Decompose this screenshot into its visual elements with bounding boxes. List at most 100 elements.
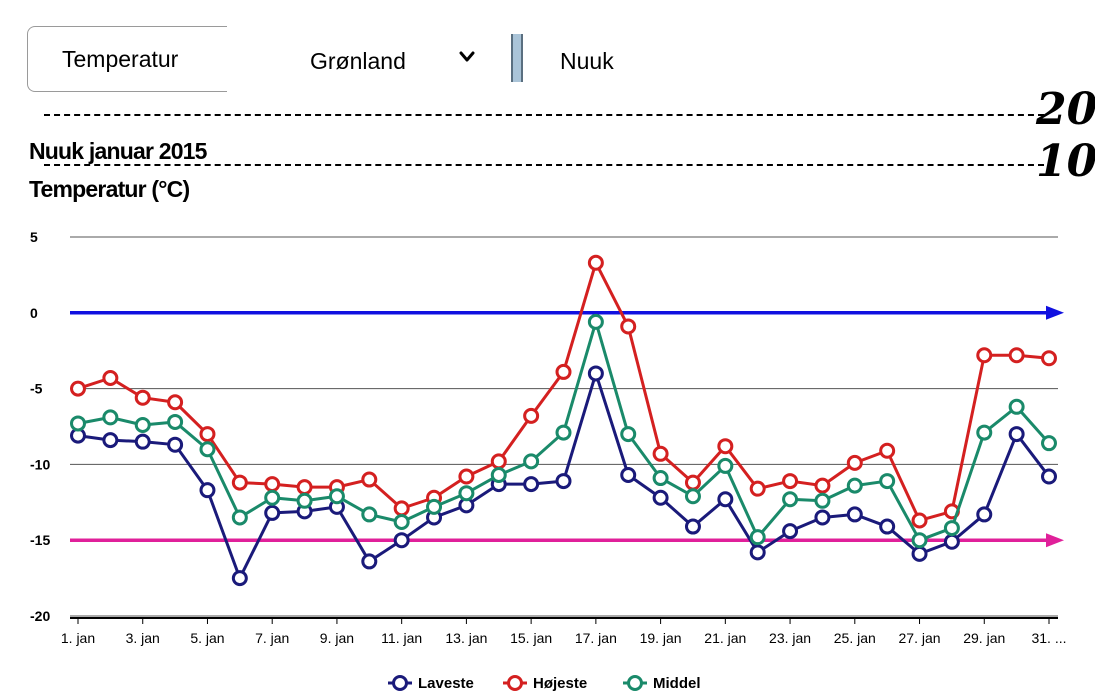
x-tick-label: 23. jan [769, 630, 811, 646]
x-tick-label: 17. jan [575, 630, 617, 646]
data-point [523, 453, 540, 470]
data-point [943, 533, 960, 550]
data-point [620, 426, 637, 443]
data-point [167, 436, 184, 453]
data-point [749, 529, 766, 546]
select-divider [511, 34, 523, 82]
data-point [749, 480, 766, 497]
data-point [199, 426, 216, 443]
data-point [717, 457, 734, 474]
data-point [231, 474, 248, 491]
legend-marker [507, 675, 523, 691]
x-tick-label: 25. jan [834, 630, 876, 646]
legend-marker [627, 675, 643, 691]
scale-label-10: 10 [1036, 136, 1095, 187]
data-point [490, 453, 507, 470]
data-point [393, 532, 410, 549]
x-tick-label: 13. jan [445, 630, 487, 646]
data-point [976, 424, 993, 441]
x-tick-label: 5. jan [190, 630, 224, 646]
x-tick-label: 9. jan [320, 630, 354, 646]
data-point [1008, 398, 1025, 415]
data-point [846, 477, 863, 494]
data-point [199, 482, 216, 499]
data-point [879, 518, 896, 535]
data-point [264, 489, 281, 506]
data-point [555, 424, 572, 441]
data-point [296, 492, 313, 509]
y-tick-label: -15 [30, 532, 50, 548]
data-point [684, 488, 701, 505]
data-point [426, 498, 443, 515]
data-point [1008, 426, 1025, 443]
data-point [749, 544, 766, 561]
legend-label: Højeste [533, 675, 587, 692]
chart-title: Nuuk januar 2015 [29, 138, 207, 164]
data-point [782, 491, 799, 508]
data-point [652, 445, 669, 462]
data-point [523, 407, 540, 424]
legend-label: Laveste [418, 675, 474, 692]
country-select[interactable]: Grønland [285, 38, 495, 84]
x-tick-label: 19. jan [640, 630, 682, 646]
data-point [1041, 468, 1057, 485]
data-point [1041, 435, 1057, 452]
data-point [167, 413, 184, 430]
reference-arrow-icon [1046, 305, 1064, 320]
variable-select-value: Temperatur [62, 45, 179, 72]
y-tick-label: 5 [30, 229, 38, 245]
data-point [814, 492, 831, 509]
data-point [231, 570, 248, 587]
city-select[interactable]: Nuuk [530, 38, 640, 84]
data-point [134, 416, 151, 433]
reference-arrow-icon [1046, 533, 1064, 548]
data-point [911, 532, 928, 549]
data-point [393, 514, 410, 531]
data-point [684, 518, 701, 535]
data-point [458, 485, 475, 502]
data-point [167, 394, 184, 411]
data-point [231, 509, 248, 526]
y-tick-label: -20 [30, 608, 50, 624]
data-point [846, 454, 863, 471]
data-point [976, 347, 993, 364]
data-point [587, 365, 604, 382]
data-point [523, 476, 540, 493]
data-point [587, 254, 604, 271]
country-select-value: Grønland [310, 47, 406, 74]
variable-select[interactable]: Temperatur [27, 26, 227, 92]
x-tick-label: 11. jan [381, 630, 422, 646]
x-tick-label: 31. ... [1031, 630, 1066, 646]
data-point [296, 479, 313, 496]
data-point [1008, 347, 1025, 364]
data-point [328, 488, 345, 505]
data-point [652, 470, 669, 487]
x-tick-label: 3. jan [126, 630, 160, 646]
series-1 [70, 254, 1057, 529]
data-point [782, 473, 799, 490]
x-tick-label: 21. jan [704, 630, 746, 646]
legend-marker [392, 675, 408, 691]
data-point [199, 441, 216, 458]
data-point [814, 509, 831, 526]
data-point [879, 473, 896, 490]
data-point [70, 415, 86, 432]
data-point [1041, 350, 1057, 367]
x-tick-label: 7. jan [255, 630, 289, 646]
x-tick-label: 27. jan [899, 630, 941, 646]
data-point [70, 380, 86, 397]
scale-line-10 [44, 164, 1044, 166]
data-point [361, 553, 378, 570]
city-select-value: Nuuk [560, 47, 614, 74]
data-point [555, 363, 572, 380]
data-point [782, 523, 799, 540]
y-tick-label: -5 [30, 381, 43, 397]
data-point [976, 506, 993, 523]
data-point [587, 313, 604, 330]
x-tick-label: 15. jan [510, 630, 552, 646]
scale-label-20: 20 [1036, 84, 1095, 135]
data-point [134, 433, 151, 450]
y-tick-label: 0 [30, 305, 38, 321]
data-point [555, 473, 572, 490]
